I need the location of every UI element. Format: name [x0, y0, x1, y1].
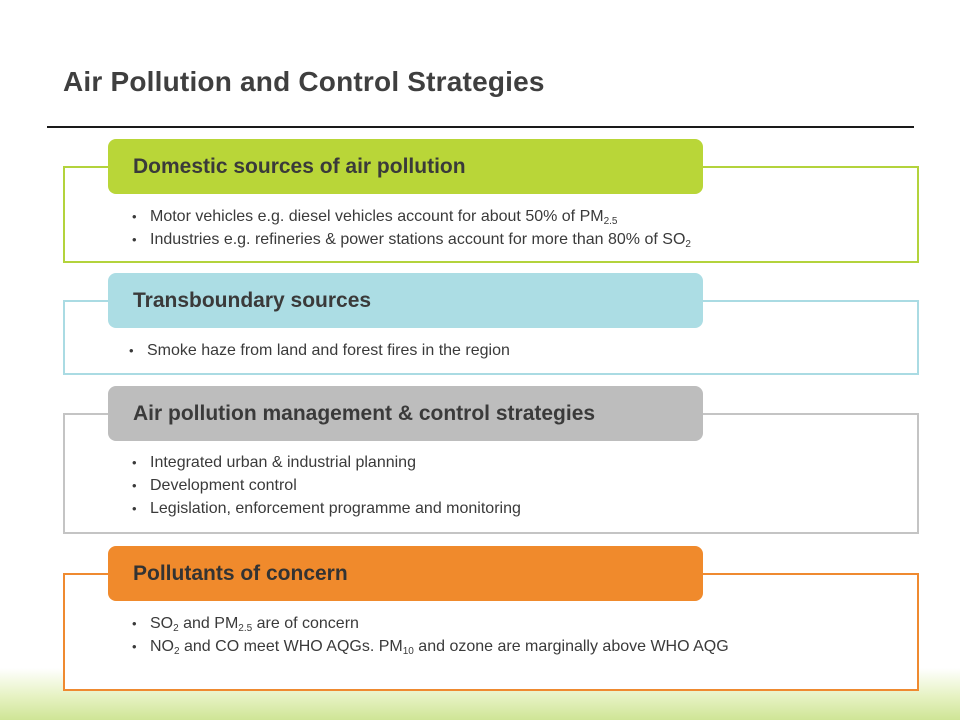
bullet-item: Smoke haze from land and forest fires in…: [127, 339, 510, 362]
bullet-text: Development control: [150, 477, 297, 494]
subscript: 10: [402, 646, 414, 657]
bullet-item: Legislation, enforcement programme and m…: [130, 497, 521, 520]
bullet-item: Motor vehicles e.g. diesel vehicles acco…: [130, 205, 691, 228]
bullet-text: Legislation, enforcement programme and m…: [150, 500, 521, 517]
section-heading: Air pollution management & control strat…: [133, 401, 596, 425]
control-strategies-header: Air pollution management & control strat…: [108, 386, 703, 441]
domestic-sources-list: Motor vehicles e.g. diesel vehicles acco…: [130, 205, 691, 251]
title-divider: [47, 126, 914, 128]
bullet-text: and ozone are marginally above WHO AQG: [413, 638, 729, 655]
control-strategies-list: Integrated urban & industrial planning De…: [130, 451, 521, 520]
section-heading: Transboundary sources: [133, 288, 372, 312]
pollutants-of-concern-list: SO2 and PM2.5 are of concernNO2 and CO m…: [130, 612, 729, 658]
bullet-item: Integrated urban & industrial planning: [130, 451, 521, 474]
transboundary-sources-list: Smoke haze from land and forest fires in…: [127, 339, 510, 362]
subscript: 2.5: [603, 216, 618, 227]
subscript: 2.5: [238, 623, 253, 634]
bullet-item: Industries e.g. refineries & power stati…: [130, 228, 691, 251]
bullet-text: and PM: [178, 615, 239, 632]
subscript: 2: [173, 623, 179, 634]
section-heading: Pollutants of concern: [133, 561, 348, 585]
bullet-text: NO: [150, 638, 174, 655]
bullet-text: SO: [150, 615, 174, 632]
section-heading: Domestic sources of air pollution: [133, 154, 466, 178]
subscript: 2: [685, 239, 691, 250]
slide-title: Air Pollution and Control Strategies: [63, 66, 545, 97]
bullet-item: Development control: [130, 474, 521, 497]
bullet-text: Industries e.g. refineries & power stati…: [150, 231, 686, 248]
pollutants-of-concern-header: Pollutants of concern: [108, 546, 703, 601]
bullet-text: are of concern: [252, 615, 359, 632]
subscript: 2: [174, 646, 180, 657]
bullet-text: Smoke haze from land and forest fires in…: [147, 342, 510, 359]
bullet-text: Integrated urban & industrial planning: [150, 454, 416, 471]
bullet-text: Motor vehicles e.g. diesel vehicles acco…: [150, 208, 604, 225]
bullet-item: SO2 and PM2.5 are of concern: [130, 612, 729, 635]
bullet-item: NO2 and CO meet WHO AQGs. PM10 and ozone…: [130, 635, 729, 658]
transboundary-sources-header: Transboundary sources: [108, 273, 703, 328]
bullet-text: and CO meet WHO AQGs. PM: [179, 638, 403, 655]
domestic-sources-header: Domestic sources of air pollution: [108, 139, 703, 194]
